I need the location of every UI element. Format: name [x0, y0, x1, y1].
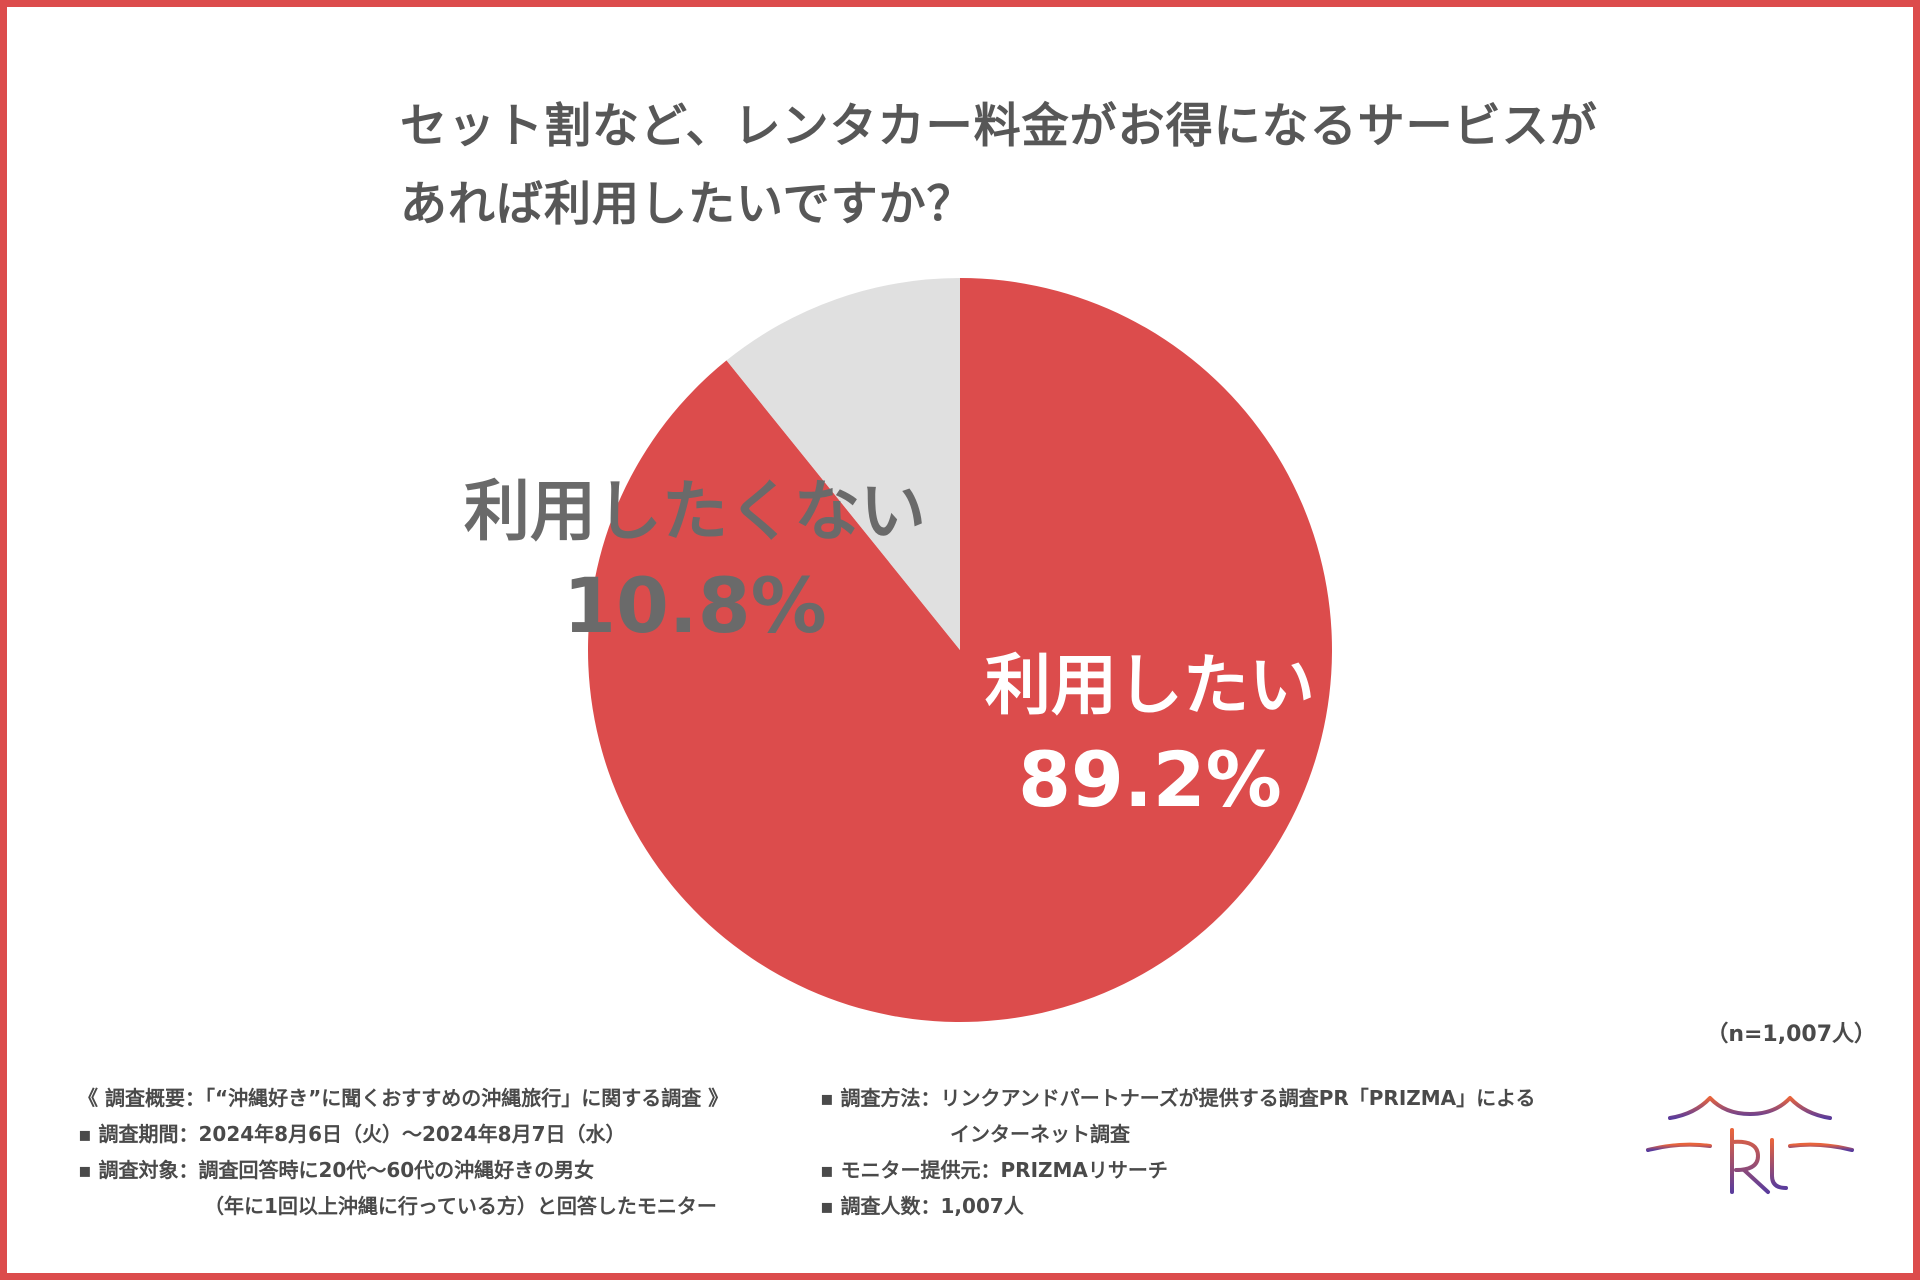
- survey-method: ▪ 調査方法：リンクアンドパートナーズが提供する調査PR「PRIZMA」による: [820, 1086, 1536, 1110]
- slice-label-yes: 利用したい 89.2%: [960, 640, 1340, 828]
- pie-slice-no: [726, 278, 960, 650]
- chart-title-line-2: あれば利用したいですか？: [400, 177, 975, 232]
- survey-period: ▪ 調査期間：2024年8月6日（火）～2024年8月7日（水）: [78, 1122, 626, 1146]
- survey-target-detail: （年に1回以上沖縄に行っている方）と回答したモニター: [204, 1194, 717, 1218]
- slice-label-no-value: 10.8%: [563, 561, 827, 650]
- survey-target: ▪ 調査対象：調査回答時に20代～60代の沖縄好きの男女: [78, 1158, 595, 1182]
- sample-size-note: （n=1,007人）: [1706, 1022, 1876, 1047]
- slice-label-no: 利用したくない 10.8%: [455, 466, 935, 654]
- chart-title: セット割など、レンタカー料金がお得になるサービスが あれば利用したいですか？: [400, 88, 1700, 244]
- prizma-logo-icon: [1646, 1096, 1854, 1194]
- monitor-provider: ▪ モニター提供元：PRIZMAリサーチ: [820, 1158, 1168, 1182]
- survey-overview-heading: 《 調査概要：「“沖縄好き”に聞くおすすめの沖縄旅行」に関する調査 》: [78, 1086, 729, 1110]
- slice-label-yes-text: 利用したい: [985, 647, 1315, 724]
- survey-overview-left: 《 調査概要：「“沖縄好き”に聞くおすすめの沖縄旅行」に関する調査 》 ▪ 調査…: [78, 1080, 728, 1224]
- survey-count: ▪ 調査人数：1,007人: [820, 1194, 1024, 1218]
- survey-method-detail: インターネット調査: [950, 1122, 1130, 1146]
- survey-overview-right: ▪ 調査方法：リンクアンドパートナーズが提供する調査PR「PRIZMA」による …: [820, 1080, 1536, 1224]
- chart-title-line-1: セット割など、レンタカー料金がお得になるサービスが: [400, 99, 1598, 154]
- slice-label-no-text: 利用したくない: [464, 473, 926, 550]
- slice-label-yes-value: 89.2%: [1018, 735, 1282, 824]
